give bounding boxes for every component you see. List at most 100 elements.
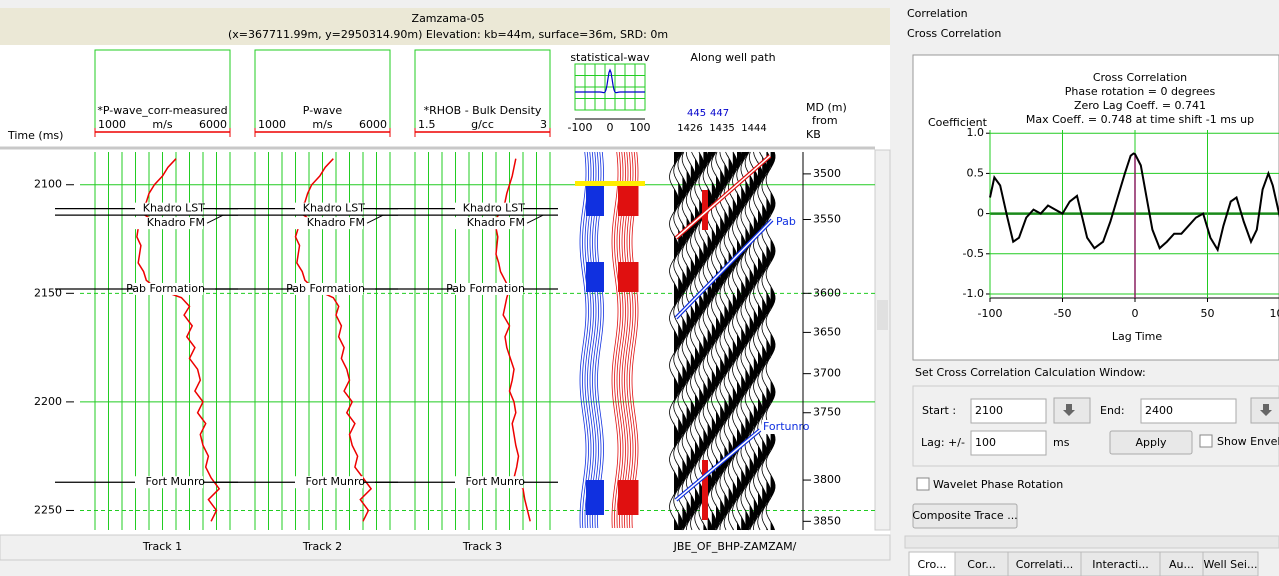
y-tick-label: 2200 xyxy=(34,395,62,408)
synthetic-peak xyxy=(618,480,639,515)
y-tick-label: -0.5 xyxy=(963,247,984,260)
wavelet-tick: -100 xyxy=(568,121,593,134)
y-tick-label: 2150 xyxy=(34,286,62,299)
seismic-md-label: 1444 xyxy=(741,123,766,134)
md-tick-label: 3700 xyxy=(813,367,841,380)
track-footer: Track 1 xyxy=(142,540,182,553)
x-tick-label: 50 xyxy=(1201,307,1215,320)
formation-label: Fort Munro xyxy=(146,475,206,488)
seismic-md-label: 1426 xyxy=(677,123,702,134)
time-axis-label: Time (ms) xyxy=(7,129,63,142)
md-tick-label: 3850 xyxy=(813,514,841,527)
seismic-title: Along well path xyxy=(690,51,775,64)
track-footer: Track 3 xyxy=(462,540,502,553)
formation-label: Fort Munro xyxy=(306,475,366,488)
scale-max: 3 xyxy=(540,118,547,131)
y-tick-label: 2250 xyxy=(34,503,62,516)
md-label: MD (m) xyxy=(806,101,847,114)
md-tick-label: 3550 xyxy=(813,212,841,225)
y-tick-label: -1.0 xyxy=(963,287,984,300)
envelope-label[interactable]: Show Envelo xyxy=(1217,435,1279,448)
trace-label: 445 xyxy=(687,108,706,119)
x-tick-label: -50 xyxy=(1054,307,1072,320)
scale-unit: g/cc xyxy=(471,118,494,131)
apply-label[interactable]: Apply xyxy=(1135,436,1167,449)
formation-label: Khadro LST xyxy=(143,202,206,215)
lag-unit: ms xyxy=(1053,436,1070,449)
scrollbar[interactable] xyxy=(875,150,890,530)
panel-title: Cross Correlation xyxy=(907,27,1001,40)
marker-bar xyxy=(575,181,645,186)
formation-label: Khadro FM xyxy=(147,216,205,229)
seismic-md-label: 1435 xyxy=(709,123,734,134)
synthetic-peak xyxy=(586,262,604,292)
well-path xyxy=(702,460,708,520)
window-title: Correlation xyxy=(907,7,968,20)
x-tick-label: -100 xyxy=(978,307,1003,320)
md-label: from xyxy=(812,114,838,127)
chart-subtitle: Max Coeff. = 0.748 at time shift -1 ms u… xyxy=(1026,113,1254,126)
synthetic-peak xyxy=(618,262,639,292)
y-tick-label: 0.5 xyxy=(967,166,985,179)
tab-label[interactable]: Correlati... xyxy=(1016,558,1073,571)
x-tick-label: 0 xyxy=(1132,307,1139,320)
start-value[interactable]: 2100 xyxy=(975,404,1003,417)
well-subtitle: (x=367711.99m, y=2950314.90m) Elevation:… xyxy=(228,28,668,41)
scale-max: 6000 xyxy=(199,118,227,131)
track-title: *RHOB - Bulk Density xyxy=(424,104,542,117)
well-title: Zamzama-05 xyxy=(412,12,485,25)
wavelet-title: statistical-wav xyxy=(570,51,650,64)
envelope-checkbox[interactable] xyxy=(1200,435,1212,447)
y-tick-label: 0 xyxy=(977,207,984,220)
tab-label[interactable]: Cor... xyxy=(967,558,995,571)
scale-min: 1.5 xyxy=(418,118,436,131)
formation-label: Khadro LST xyxy=(303,202,366,215)
wavelet-tick: 0 xyxy=(607,121,614,134)
formation-label: Khadro FM xyxy=(467,216,525,229)
lag-label: Lag: +/- xyxy=(921,436,965,449)
scale-max: 6000 xyxy=(359,118,387,131)
chart-subtitle: Phase rotation = 0 degrees xyxy=(1065,85,1216,98)
formation-label: Fort Munro xyxy=(466,475,526,488)
formation-label: Pab Formation xyxy=(126,282,205,295)
scale-unit: m/s xyxy=(312,118,332,131)
end-value[interactable]: 2400 xyxy=(1145,404,1173,417)
horizon-label: Pab xyxy=(776,215,796,228)
y-tick-label: 2100 xyxy=(34,178,62,191)
seismic-footer: JBE_OF_BHP-ZAMZAM/ xyxy=(673,540,797,553)
formation-label: Pab Formation xyxy=(446,282,525,295)
scale-min: 1000 xyxy=(258,118,286,131)
md-tick-label: 3500 xyxy=(813,167,841,180)
y-tick-label: 1.0 xyxy=(967,126,985,139)
synthetic-peak xyxy=(586,186,604,216)
phase-label[interactable]: Wavelet Phase Rotation xyxy=(933,478,1063,491)
synthetic-peak xyxy=(586,480,604,515)
synthetic-peak xyxy=(618,186,639,216)
start-label: Start : xyxy=(922,404,956,417)
h-scrollbar[interactable] xyxy=(905,536,1279,548)
track-title: P-wave xyxy=(303,104,343,117)
trace-label: 447 xyxy=(710,108,729,119)
md-tick-label: 3800 xyxy=(813,473,841,486)
tab-bar: Cro... Cor... Correlati... Interacti... Au..… xyxy=(909,552,1258,576)
scroll-thumb[interactable] xyxy=(877,300,888,330)
end-label: End: xyxy=(1100,404,1125,417)
wavelet-tick: 100 xyxy=(630,121,651,134)
window-label: Set Cross Correlation Calculation Window… xyxy=(915,366,1146,379)
track-footer: Track 2 xyxy=(302,540,342,553)
md-label: KB xyxy=(806,128,821,141)
tab-label[interactable]: Interacti... xyxy=(1092,558,1148,571)
chart-title: Cross Correlation xyxy=(1093,71,1187,84)
x-axis-label: Lag Time xyxy=(1112,330,1163,343)
formation-label: Khadro LST xyxy=(463,202,526,215)
formation-label: Khadro FM xyxy=(307,216,365,229)
md-tick-label: 3600 xyxy=(813,286,841,299)
tab-label[interactable]: Cro... xyxy=(918,558,947,571)
scale-min: 1000 xyxy=(98,118,126,131)
screen: Zamzama-05 (x=367711.99m, y=2950314.90m)… xyxy=(0,0,1279,576)
composite-label[interactable]: Composite Trace ... xyxy=(912,509,1017,522)
tab-label[interactable]: Well Sei... xyxy=(1204,558,1258,571)
phase-checkbox[interactable] xyxy=(917,478,929,490)
lag-value[interactable]: 100 xyxy=(975,436,996,449)
tab-label[interactable]: Au... xyxy=(1169,558,1194,571)
